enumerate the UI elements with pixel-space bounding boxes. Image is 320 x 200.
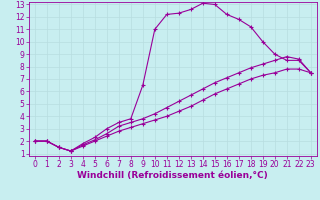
X-axis label: Windchill (Refroidissement éolien,°C): Windchill (Refroidissement éolien,°C): [77, 171, 268, 180]
